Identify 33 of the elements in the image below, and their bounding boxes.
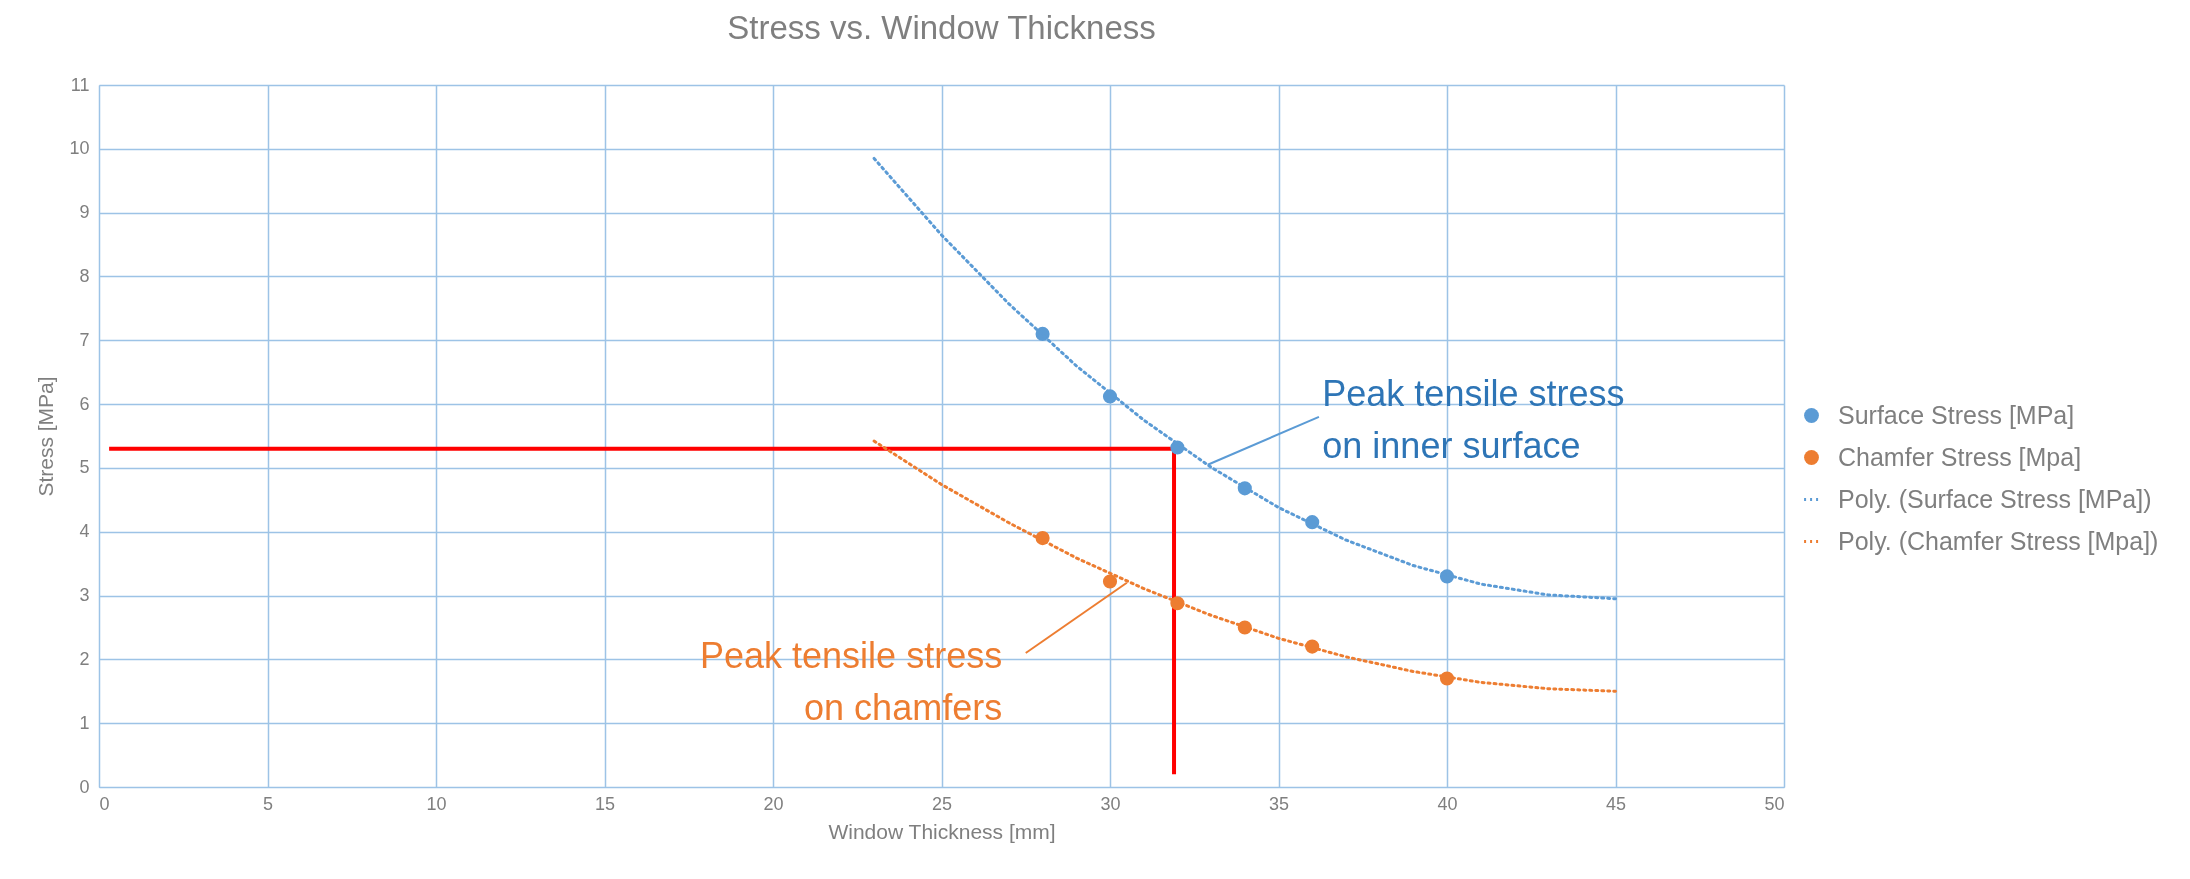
x-tick-label: 10	[426, 793, 447, 814]
chart-title: Stress vs. Window Thickness	[727, 9, 1156, 46]
legend-label: Surface Stress [MPa]	[1838, 400, 2075, 429]
x-tick-label: 25	[931, 793, 953, 814]
x-tick-label: 30	[1100, 793, 1121, 814]
y-tick-label: 6	[79, 393, 90, 414]
legend-label: Poly. (Surface Stress [MPa])	[1838, 484, 2152, 513]
x-tick-label: 35	[1268, 793, 1290, 814]
x-tick-label: 50	[1764, 793, 1785, 814]
x-tick-label: 20	[763, 793, 784, 814]
y-tick-label: 8	[79, 265, 90, 286]
y-tick-label: 4	[79, 521, 90, 542]
y-tick-label: 1	[79, 712, 90, 733]
x-tick-label: 15	[594, 793, 616, 814]
y-tick-label: 10	[69, 138, 90, 159]
legend-label: Poly. (Chamfer Stress [Mpa])	[1838, 526, 2159, 555]
y-tick-label: 5	[79, 457, 90, 478]
y-tick-label: 9	[79, 202, 90, 223]
point	[1102, 574, 1118, 589]
legend-label: Chamfer Stress [Mpa]	[1838, 442, 2082, 471]
y-axis-title: Stress [MPa]	[34, 376, 58, 497]
x-tick-label: 40	[1437, 793, 1458, 814]
x-axis-title: Window Thickness [mm]	[828, 819, 1056, 843]
annotation: Peak tensile stress on inner surface	[1322, 372, 1625, 466]
y-tick-label: 11	[70, 74, 90, 95]
annotation: Peak tensile stress on chamfers	[700, 634, 1003, 728]
y-tick-label: 7	[79, 329, 90, 350]
y-tick-label: 2	[79, 648, 90, 669]
x-tick-label: 0	[99, 793, 110, 814]
y-tick-label: 0	[79, 776, 90, 797]
x-tick-label: 45	[1605, 793, 1627, 814]
x-tick-label: 5	[262, 793, 274, 814]
y-tick-label: 3	[79, 585, 90, 606]
